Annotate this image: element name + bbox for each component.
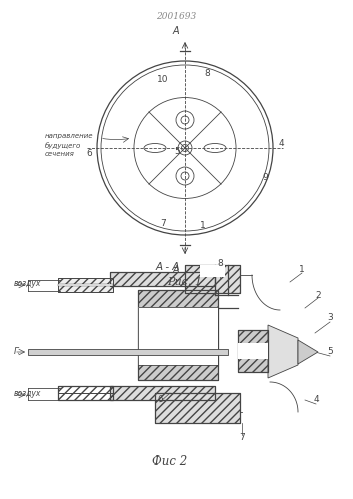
Text: A: A [173, 265, 179, 275]
Bar [110, 272, 215, 286]
Text: 3: 3 [327, 313, 333, 322]
Text: 10: 10 [157, 74, 169, 83]
Text: 2: 2 [315, 290, 321, 299]
Text: 7: 7 [160, 219, 166, 228]
Text: A - A: A - A [156, 262, 180, 272]
Bar [58, 284, 113, 286]
Bar [138, 307, 218, 365]
Bar [58, 386, 113, 393]
Bar [238, 343, 268, 359]
Text: 8: 8 [217, 259, 223, 268]
Bar [58, 285, 113, 292]
Text: 4: 4 [278, 139, 284, 148]
Bar [138, 290, 218, 380]
Bar [238, 330, 268, 372]
Bar [238, 330, 268, 372]
Text: воздух: воздух [14, 390, 41, 399]
Bar [58, 278, 113, 285]
Bar [58, 285, 113, 292]
Bar [58, 393, 113, 400]
Text: 9: 9 [262, 174, 268, 183]
Bar [138, 290, 218, 380]
Text: 8: 8 [204, 68, 210, 77]
Bar [110, 386, 215, 400]
Text: 4: 4 [313, 396, 319, 405]
Polygon shape [298, 340, 318, 364]
Text: направление
будущего
сечения: направление будущего сечения [45, 133, 94, 157]
Text: Г.: Г. [14, 347, 21, 356]
Bar [58, 278, 113, 285]
Bar [185, 265, 240, 293]
Text: 5: 5 [174, 148, 180, 157]
Text: 5: 5 [327, 347, 333, 356]
Bar [155, 393, 240, 423]
Text: 1: 1 [200, 221, 206, 230]
Text: 2001693: 2001693 [156, 12, 196, 21]
Text: 6: 6 [157, 396, 163, 405]
Text: 1: 1 [299, 265, 305, 274]
Bar [28, 349, 228, 355]
Polygon shape [268, 325, 298, 378]
Bar [110, 386, 215, 400]
Bar [110, 272, 215, 286]
Text: 7: 7 [239, 434, 245, 443]
Text: 6: 6 [86, 149, 92, 158]
Text: Рис. 1: Рис. 1 [168, 277, 203, 287]
Bar [58, 386, 113, 400]
Text: A: A [173, 26, 179, 36]
Text: Фис 2: Фис 2 [152, 455, 188, 468]
Bar [138, 307, 218, 365]
Text: воздух: воздух [14, 278, 41, 287]
Bar [200, 265, 225, 277]
Bar [185, 265, 240, 293]
Bar [155, 393, 240, 423]
